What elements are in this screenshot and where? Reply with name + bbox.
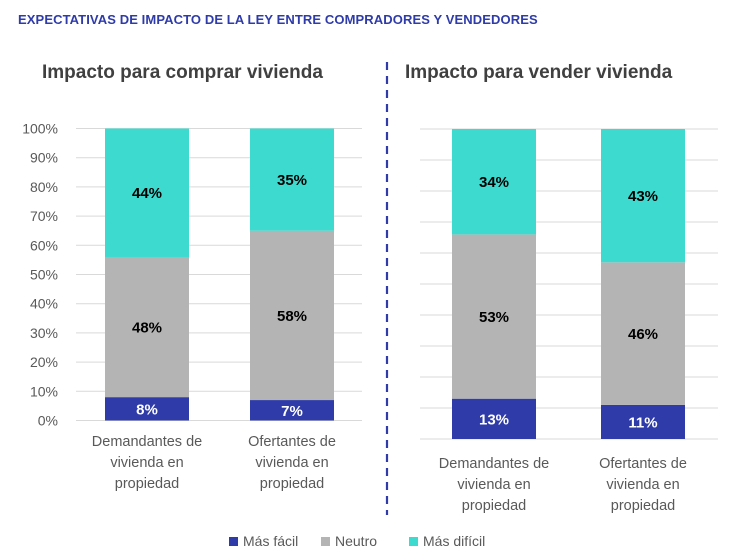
x-category-label: vivienda en: [457, 477, 530, 493]
x-category-label: propiedad: [611, 498, 676, 514]
legend-swatch: [229, 537, 238, 546]
legend-label: Más difícil: [423, 533, 485, 549]
legend-swatch: [321, 537, 330, 546]
data-label: 35%: [277, 172, 307, 189]
y-tick-label: 20%: [30, 354, 58, 370]
y-tick-label: 40%: [30, 296, 58, 312]
bar-neutro: [105, 256, 189, 398]
y-tick-label: 10%: [30, 383, 58, 399]
bar-neutro: [601, 262, 685, 405]
data-label: 43%: [628, 188, 658, 205]
panel-title-2: Impacto para vender vivienda: [405, 62, 673, 83]
data-label: 13%: [479, 411, 509, 428]
bar-mas-dificil: [601, 129, 685, 263]
x-category-label: propiedad: [260, 476, 325, 492]
y-tick-label: 90%: [30, 150, 58, 166]
bar-mas-dificil: [452, 129, 536, 235]
data-label: 48%: [132, 320, 162, 337]
x-category-label: vivienda en: [606, 477, 679, 493]
data-label: 11%: [628, 414, 657, 431]
x-category-label: propiedad: [115, 476, 180, 492]
bar-mas-dificil: [105, 128, 189, 257]
bar-mas-facil: [601, 404, 685, 439]
page-title: EXPECTATIVAS DE IMPACTO DE LA LEY ENTRE …: [18, 12, 538, 27]
bar-neutro: [250, 230, 334, 401]
y-tick-label: 50%: [30, 267, 58, 283]
x-category-label: Demandantes de: [92, 434, 202, 450]
y-tick-label: 60%: [30, 237, 58, 253]
panel-title-1: Impacto para comprar vivienda: [42, 62, 323, 83]
data-label: 44%: [132, 185, 162, 202]
x-category-label: vivienda en: [110, 455, 183, 471]
data-label: 7%: [281, 403, 303, 420]
bar-mas-facil: [452, 398, 536, 439]
x-category-label: Demandantes de: [439, 456, 549, 472]
bar-mas-facil: [105, 397, 189, 421]
x-category-label: Ofertantes de: [599, 456, 687, 472]
y-tick-label: 70%: [30, 208, 58, 224]
y-tick-label: 0%: [38, 413, 58, 429]
x-category-label: propiedad: [462, 498, 527, 514]
legend-label: Neutro: [335, 533, 377, 549]
y-tick-label: 30%: [30, 325, 58, 341]
bar-mas-facil: [250, 400, 334, 421]
data-label: 53%: [479, 309, 509, 326]
y-tick-label: 100%: [22, 121, 58, 137]
x-category-label: Ofertantes de: [248, 434, 336, 450]
bar-neutro: [452, 234, 536, 399]
legend-swatch: [409, 537, 418, 546]
data-label: 34%: [479, 174, 509, 191]
data-label: 58%: [277, 308, 307, 325]
bar-mas-dificil: [250, 128, 334, 231]
data-label: 46%: [628, 326, 658, 343]
x-category-label: vivienda en: [255, 455, 328, 471]
legend-label: Más fácil: [243, 533, 298, 549]
y-tick-label: 80%: [30, 179, 58, 195]
data-label: 8%: [136, 401, 158, 418]
